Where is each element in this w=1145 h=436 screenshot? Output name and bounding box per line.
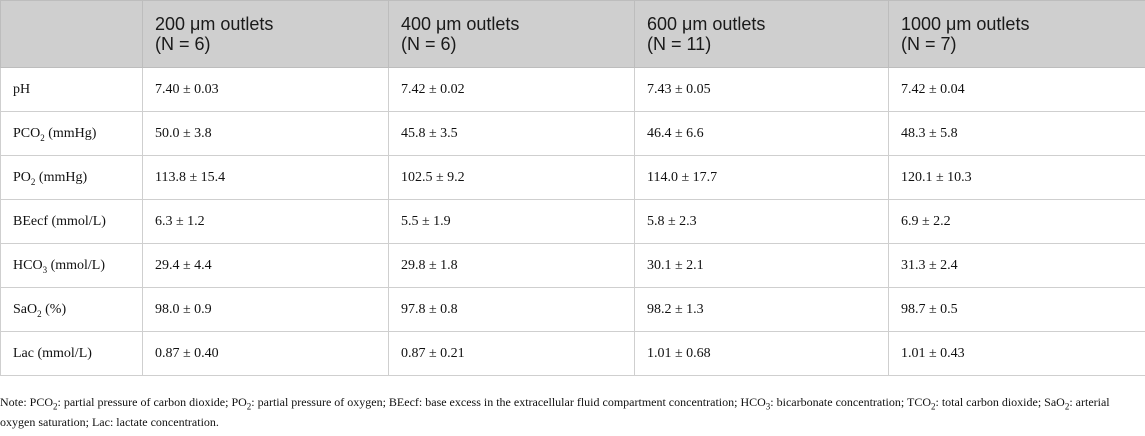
table-row-po2: PO2 (mmHg) 113.8 ± 15.4 102.5 ± 9.2 114.…: [0, 155, 1145, 200]
row-label-text: HCO: [13, 257, 43, 273]
header-cell-200um: 200 μm outlets (N = 6): [142, 0, 389, 68]
table-footnote: Note: PCO2: partial pressure of carbon d…: [0, 392, 1140, 432]
note-text: : partial pressure of oxygen; BEecf: bas…: [251, 395, 766, 409]
table-cell: 5.5 ± 1.9: [388, 199, 635, 244]
header-line2: (N = 6): [155, 34, 211, 54]
row-label-tail: (mmHg): [35, 169, 88, 185]
table-cell: 0.87 ± 0.40: [142, 331, 389, 376]
header-line1: 600 μm outlets: [647, 14, 766, 34]
note-text: : partial pressure of carbon dioxide; PO: [57, 395, 247, 409]
table-cell: 120.1 ± 10.3: [888, 155, 1145, 200]
note-text: Note: PCO: [0, 395, 54, 409]
table-cell: 6.9 ± 2.2: [888, 199, 1145, 244]
table-cell: 7.42 ± 0.04: [888, 67, 1145, 112]
row-label-text: SaO: [13, 301, 38, 317]
table-cell: 98.2 ± 1.3: [634, 287, 889, 332]
note-sub: 2: [53, 401, 58, 412]
row-label-text: Lac (mmol/L): [13, 345, 92, 361]
header-row: 200 μm outlets (N = 6) 400 μm outlets (N…: [0, 0, 1145, 68]
row-label: pH: [0, 67, 143, 112]
row-label-tail: (%): [41, 301, 67, 317]
note-text: : bicarbonate concentration; TCO: [770, 395, 932, 409]
table-row-hco3: HCO3 (mmol/L) 29.4 ± 4.4 29.8 ± 1.8 30.1…: [0, 243, 1145, 288]
row-label-text: pH: [13, 81, 31, 97]
header-line2: (N = 11): [647, 34, 712, 54]
table-cell: 7.40 ± 0.03: [142, 67, 389, 112]
row-label-tail: (mmHg): [44, 125, 97, 141]
table-cell: 30.1 ± 2.1: [634, 243, 889, 288]
table-row-ph: pH 7.40 ± 0.03 7.42 ± 0.02 7.43 ± 0.05 7…: [0, 67, 1145, 112]
blood-gas-table: 200 μm outlets (N = 6) 400 μm outlets (N…: [0, 0, 1145, 376]
table-cell: 98.0 ± 0.9: [142, 287, 389, 332]
row-label: PO2 (mmHg): [0, 155, 143, 200]
table-cell: 114.0 ± 17.7: [634, 155, 889, 200]
header-line1: 200 μm outlets: [155, 14, 274, 34]
table-cell: 1.01 ± 0.68: [634, 331, 889, 376]
row-label-sub: 2: [40, 132, 45, 143]
note-sub: 2: [246, 401, 252, 412]
table-cell: 29.8 ± 1.8: [388, 243, 635, 288]
table-cell: 31.3 ± 2.4: [888, 243, 1145, 288]
row-label-sub: 2: [30, 176, 36, 187]
table-cell: 97.8 ± 0.8: [388, 287, 635, 332]
header-line2: (N = 7): [901, 34, 957, 54]
table-cell: 45.8 ± 3.5: [388, 111, 635, 156]
table-row-sao2: SaO2 (%) 98.0 ± 0.9 97.8 ± 0.8 98.2 ± 1.…: [0, 287, 1145, 332]
table-cell: 48.3 ± 5.8: [888, 111, 1145, 156]
header-cell-empty: [0, 0, 143, 68]
header-line1: 400 μm outlets: [401, 14, 520, 34]
row-label-text: PO: [13, 169, 31, 185]
note-text: : arterial oxygen saturation; Lac: lacta…: [0, 395, 1110, 429]
table-cell: 7.42 ± 0.02: [388, 67, 635, 112]
row-label: PCO2 (mmHg): [0, 111, 143, 156]
row-label-tail: (mmol/L): [47, 257, 105, 273]
table-cell: 29.4 ± 4.4: [142, 243, 389, 288]
note-sub: 2: [1064, 401, 1070, 412]
table-row-pco2: PCO2 (mmHg) 50.0 ± 3.8 45.8 ± 3.5 46.4 ±…: [0, 111, 1145, 156]
header-cell-400um: 400 μm outlets (N = 6): [388, 0, 635, 68]
row-label: Lac (mmol/L): [0, 331, 143, 376]
row-label-text: PCO: [13, 125, 41, 141]
table-cell: 7.43 ± 0.05: [634, 67, 889, 112]
table-cell: 50.0 ± 3.8: [142, 111, 389, 156]
table-cell: 1.01 ± 0.43: [888, 331, 1145, 376]
row-label-sub: 3: [42, 264, 48, 275]
table-cell: 46.4 ± 6.6: [634, 111, 889, 156]
note-sub: 3: [765, 401, 771, 412]
table-row-lac: Lac (mmol/L) 0.87 ± 0.40 0.87 ± 0.21 1.0…: [0, 331, 1145, 376]
table-cell: 5.8 ± 2.3: [634, 199, 889, 244]
row-label: SaO2 (%): [0, 287, 143, 332]
table-row-beecf: BEecf (mmol/L) 6.3 ± 1.2 5.5 ± 1.9 5.8 ±…: [0, 199, 1145, 244]
row-label-sub: 2: [37, 308, 42, 319]
row-label: HCO3 (mmol/L): [0, 243, 143, 288]
table-cell: 0.87 ± 0.21: [388, 331, 635, 376]
table-cell: 98.7 ± 0.5: [888, 287, 1145, 332]
note-sub: 2: [931, 401, 936, 412]
header-cell-1000um: 1000 μm outlets (N = 7): [888, 0, 1145, 68]
blood-gas-table-container: 200 μm outlets (N = 6) 400 μm outlets (N…: [0, 0, 1145, 376]
table-cell: 102.5 ± 9.2: [388, 155, 635, 200]
row-label: BEecf (mmol/L): [0, 199, 143, 244]
header-cell-600um: 600 μm outlets (N = 11): [634, 0, 889, 68]
note-text: : total carbon dioxide; SaO: [935, 395, 1065, 409]
header-line1: 1000 μm outlets: [901, 14, 1030, 34]
row-label-text: BEecf (mmol/L): [13, 213, 106, 229]
table-cell: 6.3 ± 1.2: [142, 199, 389, 244]
table-cell: 113.8 ± 15.4: [142, 155, 389, 200]
header-line2: (N = 6): [401, 34, 457, 54]
